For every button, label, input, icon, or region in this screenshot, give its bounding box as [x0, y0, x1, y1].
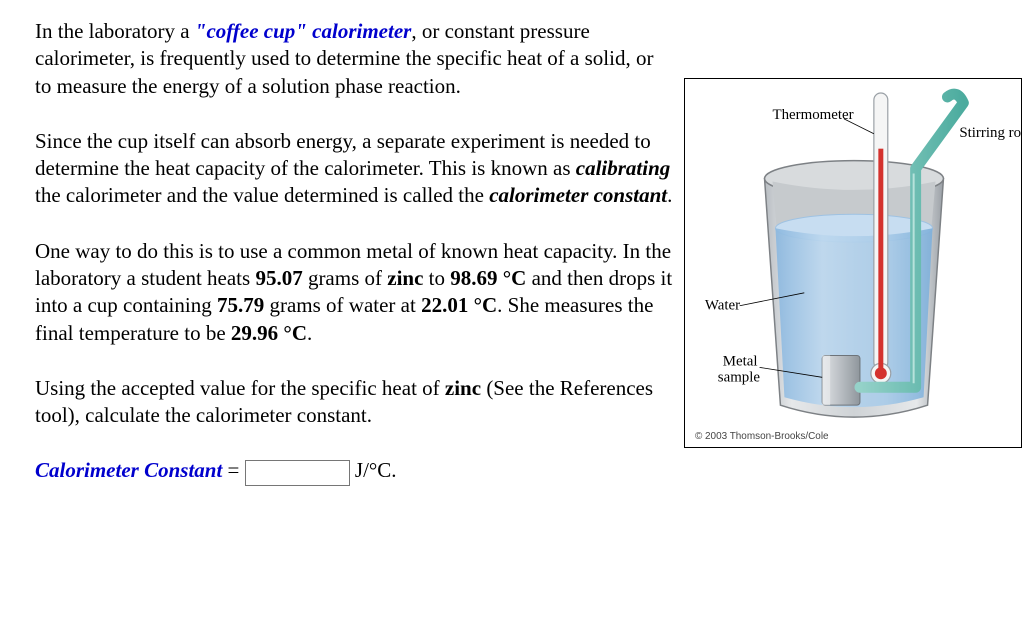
p1-text1: In the laboratory a	[35, 19, 195, 43]
label-copyright: © 2003 Thomson-Brooks/Cole	[695, 431, 829, 442]
paragraph-3: One way to do this is to use a common me…	[35, 238, 675, 347]
value-metal-name: zinc	[387, 266, 423, 290]
value-temp-water: 22.01 °C	[421, 293, 497, 317]
metal-highlight	[822, 355, 830, 405]
p2-text3: .	[667, 183, 672, 207]
answer-eq: =	[222, 458, 244, 482]
thermometer	[871, 93, 891, 383]
answer-label: Calorimeter Constant	[35, 458, 222, 482]
calorimeter-svg: Thermometer Stirring rod Water Metal sam…	[685, 79, 1021, 447]
p3-text2: grams of	[303, 266, 388, 290]
paragraph-1: In the laboratory a "coffee cup" calorim…	[35, 18, 675, 100]
value-mass-metal: 95.07	[255, 266, 302, 290]
answer-unit: J/°C.	[350, 458, 397, 482]
value-metal-name-2: zinc	[445, 376, 481, 400]
p2-text1: Since the cup itself can absorb energy, …	[35, 129, 651, 180]
p3-text3: to	[423, 266, 450, 290]
paragraph-4: Using the accepted value for the specifi…	[35, 375, 675, 430]
paragraph-2: Since the cup itself can absorb energy, …	[35, 128, 675, 210]
term-coffee-cup-calorimeter: "coffee cup" calorimeter	[195, 19, 412, 43]
label-thermometer: Thermometer	[772, 107, 853, 123]
term-calorimeter-constant: calorimeter constant	[489, 183, 667, 207]
p3-text5: grams of water at	[264, 293, 421, 317]
label-water: Water	[705, 298, 740, 314]
value-temp-metal: 98.69 °C	[450, 266, 526, 290]
p4-text1: Using the accepted value for the specifi…	[35, 376, 445, 400]
p2-text2: the calorimeter and the value determined…	[35, 183, 489, 207]
label-stirring-rod: Stirring rod	[959, 125, 1021, 141]
value-mass-water: 75.79	[217, 293, 264, 317]
value-temp-final: 29.96 °C	[231, 321, 307, 345]
answer-line: Calorimeter Constant = J/°C.	[35, 458, 675, 486]
calorimeter-diagram: Thermometer Stirring rod Water Metal sam…	[684, 78, 1022, 448]
label-metal-1: Metal	[723, 353, 758, 369]
term-calibrating: calibrating	[576, 156, 671, 180]
calorimeter-constant-input[interactable]	[245, 460, 350, 486]
p3-text7: .	[307, 321, 312, 345]
label-metal-2: sample	[718, 369, 761, 385]
